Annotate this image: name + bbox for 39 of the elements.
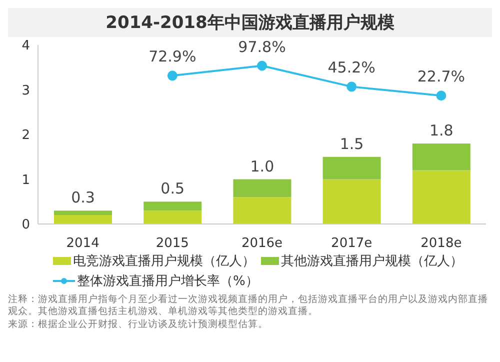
data-label: 45.2% — [328, 58, 376, 77]
total-label: 0.5 — [160, 180, 185, 198]
bar — [54, 215, 112, 224]
point — [346, 82, 357, 92]
bar — [412, 143, 470, 170]
total-label: 1.8 — [429, 121, 454, 140]
source-note: 来源：根据企业公开财报、行业访谈及统计预测模型估算。 — [8, 318, 269, 332]
x-tick-label: 2015 — [156, 236, 189, 252]
bar — [54, 210, 112, 216]
text: 注释：游戏直播用户指每个月至少看过一次游戏视频直播的用户，包括游戏直播平台的用户以及游戏内部直播观众。其他游戏直播包括主机游戏、单机游戏等其他类型的游戏直播。 — [8, 294, 489, 319]
point — [167, 70, 178, 81]
total-label: 1.0 — [250, 157, 274, 176]
point — [436, 90, 446, 101]
x-tick-label: 2016e — [241, 236, 283, 252]
x-tick-label: 2014 — [66, 236, 100, 252]
bar — [412, 170, 470, 224]
point — [257, 60, 267, 71]
x-tick-label: 2018e — [420, 236, 462, 252]
bar — [144, 202, 202, 211]
x-tick-label: 2017e — [331, 236, 372, 252]
data-label: 97.8% — [238, 38, 286, 56]
y-tick-label: 1 — [22, 172, 30, 188]
y-tick-label: 0 — [22, 218, 30, 233]
bar — [322, 179, 381, 224]
legend-label: 其他游戏直播用户规模（亿人） — [281, 253, 463, 270]
y-tick-label: 3 — [22, 83, 30, 98]
total-label: 1.5 — [340, 134, 364, 153]
data-label: 22.7% — [417, 68, 466, 86]
bar — [233, 197, 292, 224]
y-tick-label: 2 — [22, 128, 30, 144]
total-label: 0.3 — [71, 188, 95, 207]
bar — [233, 179, 292, 198]
chart-title: 2014-2018年中国游戏直播用户规模 — [8, 8, 492, 37]
bar — [322, 156, 381, 180]
bar — [144, 210, 202, 224]
legend-label: 电竞游戏直播用户规模（亿人） — [73, 253, 255, 270]
y-tick-label: 4 — [22, 38, 30, 54]
legend-label: 整体游戏直播用户增长率（%） — [77, 273, 258, 290]
data-label: 72.9% — [148, 48, 196, 66]
